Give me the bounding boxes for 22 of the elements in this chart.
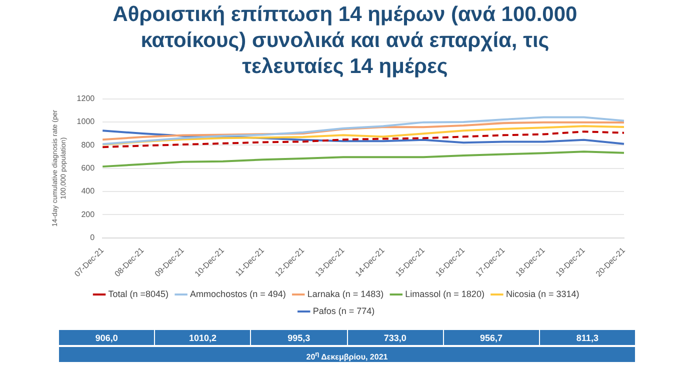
text: 1010,2 [155, 330, 250, 345]
legend-label: Larnaka (n = 1483) [307, 288, 384, 299]
y-tick-label: 600 [81, 164, 96, 173]
legend-label: Limassol (n = 1820) [405, 288, 484, 299]
text: 995,3 [251, 330, 347, 345]
y-tick-label: 0 [90, 233, 96, 242]
y-tick-label: 200 [81, 210, 96, 219]
text: 733,0 [348, 330, 443, 345]
line-series [102, 130, 625, 148]
legend-label: Ammochostos (n = 494) [190, 288, 286, 299]
text: 956,7 [444, 330, 539, 345]
y-tick-label: 1000 [76, 117, 96, 126]
text: 20$^{η}$ Δεκεμβρίου, 2021 [59, 347, 635, 362]
y-tick-label: 1200 [76, 94, 96, 104]
y-tick-label: 800 [81, 140, 96, 150]
legend-label: Nicosia (n = 3314) [506, 288, 580, 299]
legend-label: Pafos (n = 774) [312, 306, 375, 316]
chart-title: Αθροιστική επίπτωση 14 ημέρων (ανά 100.000 κατοίκους) συνολικά και ανά επαρχία, τις τελευταίες 14 ημέρες [112, 2, 578, 80]
y-tick-label: 400 [81, 186, 96, 196]
text: 811,3 [540, 330, 636, 345]
legend-label: Total (n =8045) [108, 288, 169, 299]
text: 906,0 [59, 330, 154, 345]
